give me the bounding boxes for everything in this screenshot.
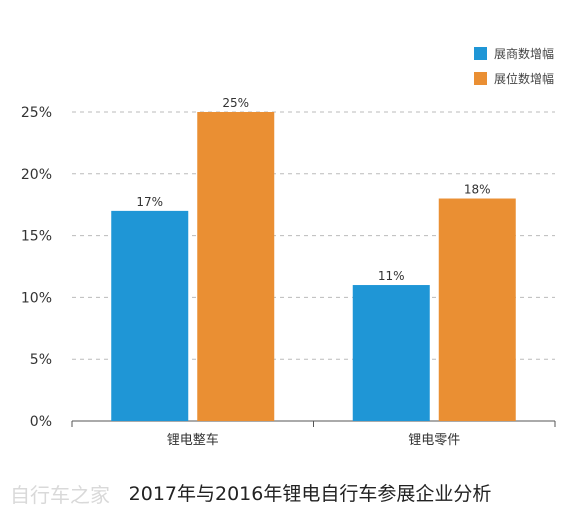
bars <box>111 112 516 421</box>
y-tick-label-25: 25% <box>21 105 52 121</box>
y-tick-label-10: 10% <box>21 290 52 306</box>
legend-label-1: 展商数增幅 <box>494 46 554 61</box>
legend-swatch-2 <box>474 72 487 85</box>
chart-title: 2017年与2016年锂电自行车参展企业分析 <box>129 483 492 505</box>
data-label-2-1: 25% <box>222 96 249 110</box>
bar-1-1 <box>111 210 189 421</box>
category-label-1: 锂电整车 <box>167 432 219 448</box>
data-labels: 17% 25% 11% 18% <box>136 96 490 283</box>
bar-2-1 <box>197 112 275 421</box>
y-tick-label-20: 20% <box>21 167 52 183</box>
y-tick-label-0: 0% <box>30 414 52 430</box>
axes: 0% 5% 10% 15% 20% 25% 锂电整车 锂电零件 <box>21 105 556 448</box>
bar-1-2 <box>352 285 430 421</box>
data-label-1-2: 11% <box>378 269 405 283</box>
bar-2-2 <box>438 198 516 421</box>
data-label-2-2: 18% <box>464 183 491 197</box>
watermark-text: 自行车之家 <box>10 483 110 507</box>
data-label-1-1: 17% <box>136 195 163 209</box>
legend-label-2: 展位数增幅 <box>494 71 554 86</box>
y-tick-label-15: 15% <box>21 229 52 245</box>
legend-swatch-1 <box>474 47 487 60</box>
y-tick-label-5: 5% <box>30 352 52 368</box>
category-label-2: 锂电零件 <box>408 433 460 448</box>
